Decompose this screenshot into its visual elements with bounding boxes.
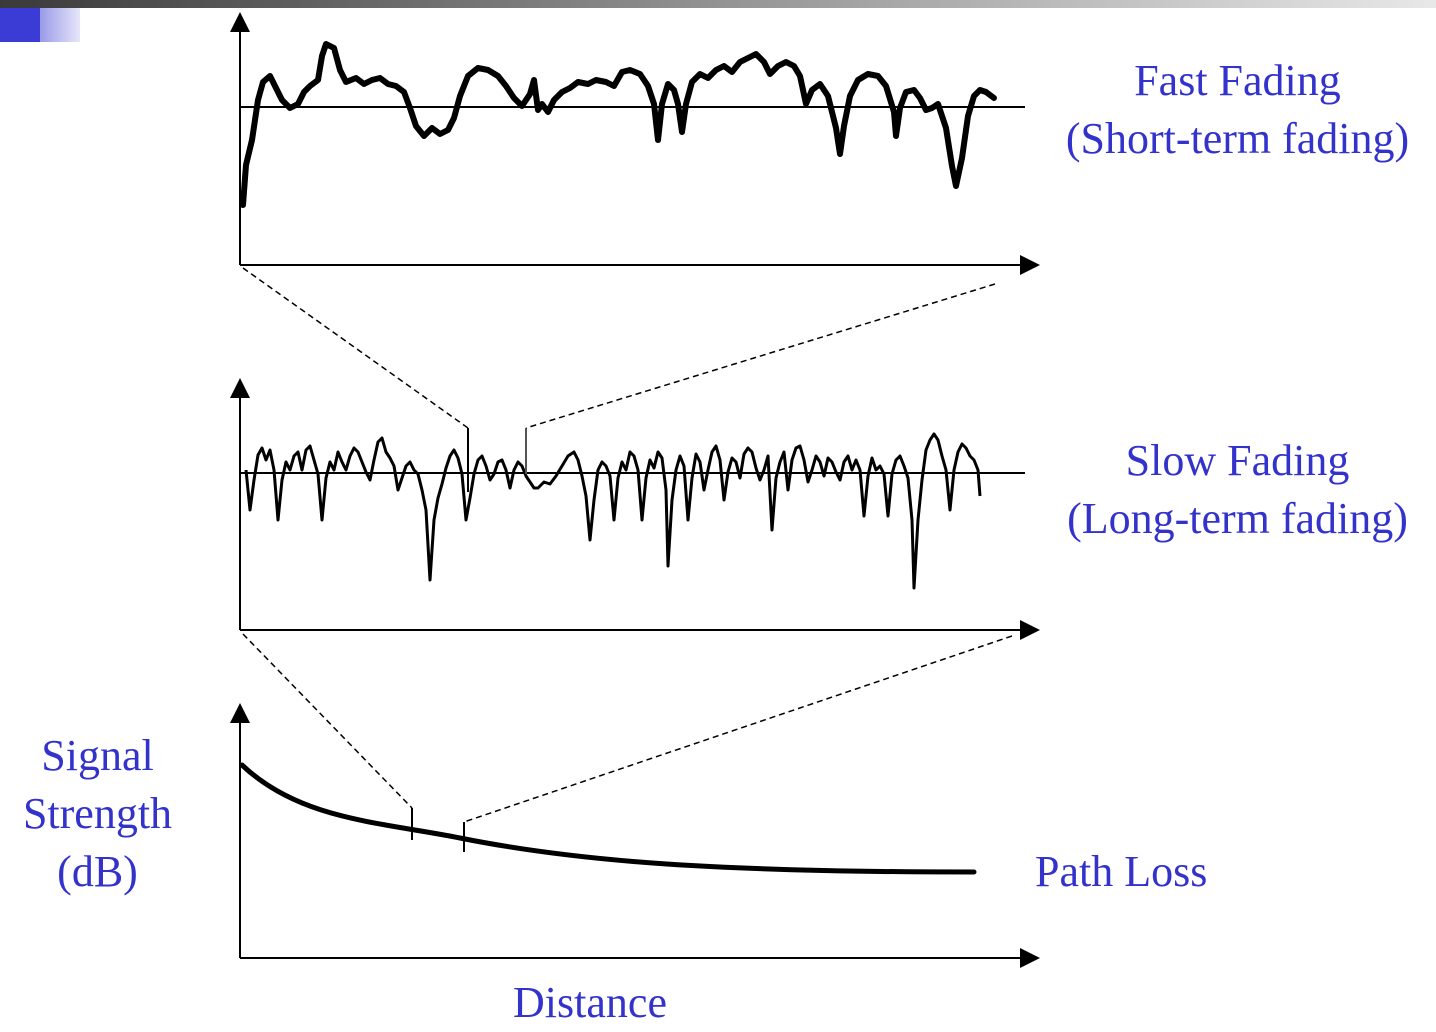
zoom-dashed-right [525, 283, 996, 429]
zoom-dashed-right-lower [463, 635, 1013, 823]
fast-fading-panel [230, 12, 1040, 275]
path-loss-curve [239, 762, 977, 875]
y-axis-label-line-2: Strength [22, 789, 173, 838]
zoom-connector-lower [242, 633, 1013, 852]
path-loss-label: Path Loss [1035, 847, 1208, 896]
zoom-dashed-left [242, 267, 469, 429]
fast-fading-label: Fast Fading (Short-term fading) [1040, 52, 1435, 168]
slow-fading-label: Slow Fading (Long-term fading) [1040, 432, 1435, 548]
slow-fading-subtitle: (Long-term fading) [1067, 494, 1408, 543]
header-bar [0, 0, 1436, 8]
corner-accent-dark [0, 8, 40, 42]
fast-fading-trace [240, 41, 997, 208]
zoom-connector-upper [242, 267, 996, 492]
y-axis-label: Signal Strength (dB) [0, 727, 195, 901]
zoom-dashed-left-lower [242, 633, 413, 809]
y-axis-label-line-1: Signal [41, 731, 154, 780]
corner-accent-light [40, 8, 80, 42]
path-loss-panel [230, 703, 1040, 968]
y-axis-label-line-3: (dB) [57, 847, 138, 896]
slow-fading-panel [230, 378, 1040, 640]
fast-fading-title: Fast Fading [1134, 56, 1341, 105]
fast-fading-subtitle: (Short-term fading) [1065, 114, 1410, 163]
slow-fading-title: Slow Fading [1125, 436, 1350, 485]
x-axis-label: Distance [513, 978, 667, 1027]
slow-fading-trace [244, 432, 982, 590]
